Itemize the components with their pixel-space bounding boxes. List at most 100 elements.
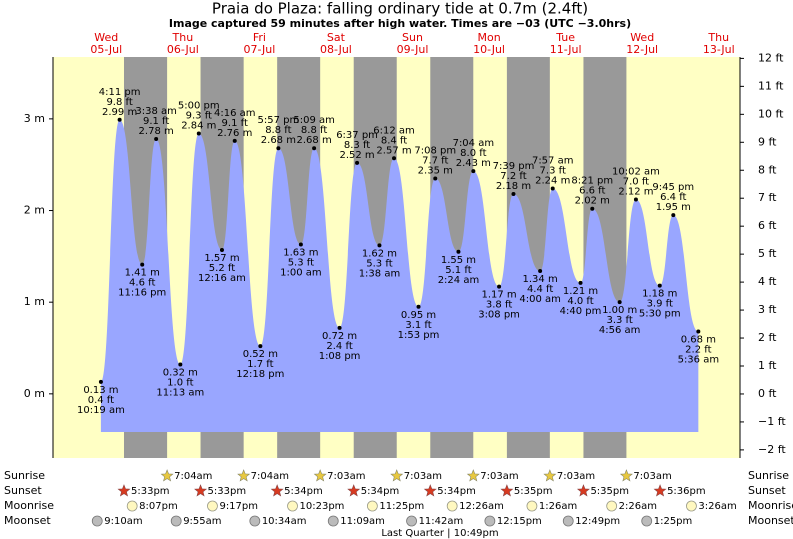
day-name: Thu bbox=[707, 31, 729, 44]
moonset-icon bbox=[641, 515, 653, 527]
tide-m: 1.17 m bbox=[481, 290, 516, 301]
tide-time: 3:08 pm bbox=[478, 310, 520, 321]
tide-time: 11:13 am bbox=[156, 388, 204, 399]
tide-ft: 7.2 ft bbox=[500, 171, 526, 182]
tide-time: 5:36 am bbox=[678, 355, 720, 366]
sunset-time: 5:35pm bbox=[514, 486, 553, 497]
moonset-time: 9:55am bbox=[183, 516, 221, 527]
chart-subtitle: Image captured 59 minutes after high wat… bbox=[169, 17, 631, 30]
tide-ft: 8.3 ft bbox=[344, 140, 370, 151]
row-label: Moonrise bbox=[4, 499, 54, 512]
y-tick-label: 3 m bbox=[24, 112, 45, 125]
tide-ft: 5.3 ft bbox=[288, 257, 314, 268]
tide-point bbox=[471, 169, 476, 174]
tide-time: 7:04 am bbox=[453, 138, 495, 149]
sunrise-time: 7:04am bbox=[174, 471, 212, 482]
sunset-time: 5:34pm bbox=[284, 486, 323, 497]
row-label: Moonset bbox=[748, 514, 793, 527]
tide-time: 1:08 pm bbox=[319, 351, 361, 362]
sunrise-icon bbox=[313, 469, 327, 482]
sunset-icon bbox=[347, 484, 361, 497]
tide-m: 0.68 m bbox=[681, 335, 716, 346]
tide-time: 3:38 am bbox=[135, 106, 177, 117]
tide-point bbox=[117, 117, 122, 122]
tide-time: 4:00 am bbox=[519, 294, 561, 305]
chart-title: Praia do Plaza: falling ordinary tide at… bbox=[212, 0, 588, 18]
tide-time: 4:40 pm bbox=[560, 306, 602, 317]
tide-m: 2.43 m bbox=[456, 158, 491, 169]
moonset-time: 12:15pm bbox=[497, 516, 542, 527]
tide-time: 5:57 pm bbox=[258, 115, 300, 126]
tide-time: 10:02 am bbox=[612, 167, 660, 178]
tide-time: 4:56 am bbox=[599, 325, 641, 336]
tide-point bbox=[232, 138, 237, 143]
tide-point bbox=[550, 186, 555, 191]
tide-m: 1.41 m bbox=[125, 268, 160, 279]
tide-ft: 7.0 ft bbox=[623, 177, 649, 188]
tide-m: 2.18 m bbox=[496, 181, 531, 192]
day-name: Sun bbox=[402, 31, 423, 44]
sunset-time: 5:34pm bbox=[437, 486, 476, 497]
day-date: 12-Jul bbox=[626, 43, 658, 56]
sunrise-time: 7:04am bbox=[251, 471, 289, 482]
day-date: 05-Jul bbox=[90, 43, 122, 56]
tide-m: 0.72 m bbox=[322, 331, 357, 342]
tide-ft: 1.7 ft bbox=[247, 359, 273, 370]
tide-ft: 3.1 ft bbox=[405, 320, 431, 331]
moonset-time: 10:34am bbox=[262, 516, 307, 527]
tide-m: 2.99 m bbox=[102, 107, 137, 118]
y2-tick-label: 10 ft bbox=[758, 107, 784, 120]
tide-point bbox=[140, 262, 145, 267]
tide-time: 5:30 pm bbox=[639, 309, 681, 320]
tide-m: 1.95 m bbox=[656, 202, 691, 213]
tide-ft: 6.4 ft bbox=[660, 192, 686, 203]
sunrise-time: 7:03am bbox=[633, 471, 671, 482]
tide-m: 2.57 m bbox=[376, 145, 411, 156]
tide-m: 2.35 m bbox=[418, 165, 453, 176]
tide-ft: 3.9 ft bbox=[647, 299, 673, 310]
moonrise-time: 2:26am bbox=[619, 501, 657, 512]
tide-time: 7:08 pm bbox=[414, 145, 456, 156]
tide-time: 5:00 pm bbox=[178, 101, 220, 112]
tide-point bbox=[219, 247, 224, 252]
sunrise-icon bbox=[619, 469, 633, 482]
y2-tick-label: 12 ft bbox=[758, 51, 784, 64]
tide-m: 2.68 m bbox=[261, 135, 296, 146]
tide-ft: 3.8 ft bbox=[486, 300, 512, 311]
tide-time: 6:37 pm bbox=[336, 130, 378, 141]
tide-ft: 2.2 ft bbox=[685, 345, 711, 356]
sunset-icon bbox=[270, 484, 284, 497]
tide-time: 7:39 pm bbox=[493, 161, 535, 172]
moonrise-icon bbox=[207, 500, 218, 512]
tide-ft: 4.6 ft bbox=[129, 278, 155, 289]
tide-m: 1.57 m bbox=[204, 253, 239, 264]
y2-tick-label: 7 ft bbox=[758, 191, 777, 204]
tide-time: 10:19 am bbox=[77, 405, 125, 416]
tide-point bbox=[538, 269, 543, 274]
moonset-time: 12:49pm bbox=[575, 516, 620, 527]
tide-point bbox=[497, 284, 502, 289]
sunset-time: 5:34pm bbox=[361, 486, 400, 497]
moonrise-time: 8:07pm bbox=[139, 501, 178, 512]
tide-m: 2.84 m bbox=[181, 121, 216, 132]
tide-point bbox=[337, 325, 342, 330]
tide-point bbox=[590, 206, 595, 211]
moonrise-time: 9:17pm bbox=[219, 501, 258, 512]
day-name: Mon bbox=[477, 31, 500, 44]
tide-ft: 6.6 ft bbox=[579, 186, 605, 197]
y2-tick-label: 3 ft bbox=[758, 303, 777, 316]
tide-time: 7:57 am bbox=[532, 156, 574, 167]
tide-ft: 5.1 ft bbox=[445, 265, 471, 276]
moonset-icon bbox=[406, 515, 417, 527]
tide-point bbox=[671, 213, 676, 218]
tide-point bbox=[696, 329, 701, 334]
tide-time: 6:12 am bbox=[373, 125, 415, 136]
sunrise-time: 7:03am bbox=[327, 471, 365, 482]
tide-point bbox=[196, 131, 201, 136]
tide-time: 4:16 am bbox=[214, 108, 256, 119]
sunrise-icon bbox=[390, 469, 404, 482]
tide-m: 2.52 m bbox=[339, 150, 374, 161]
moonrise-time: 12:26am bbox=[459, 501, 504, 512]
tide-ft: 4.4 ft bbox=[527, 284, 553, 295]
